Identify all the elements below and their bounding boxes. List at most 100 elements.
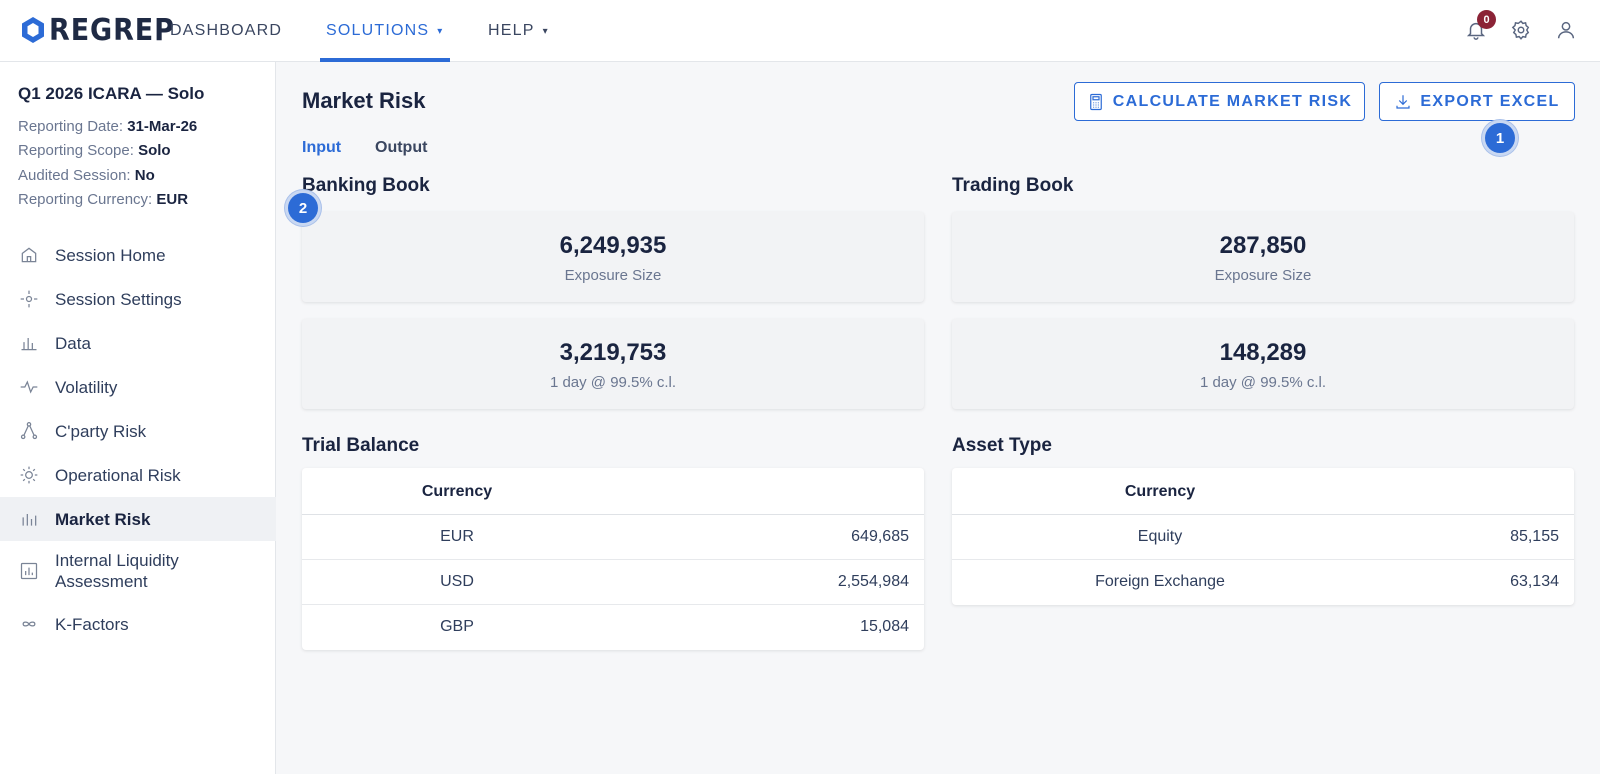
table-row: GBP 15,084 xyxy=(302,605,924,650)
report-icon xyxy=(18,560,40,582)
banking-book-exposure-label: Exposure Size xyxy=(564,267,662,284)
row-asset-type: Equity xyxy=(1137,528,1183,545)
notifications-button[interactable]: 0 xyxy=(1461,10,1496,45)
reporting-scope-value: Solo xyxy=(138,142,171,159)
trading-book-exposure-card: 287,850 Exposure Size xyxy=(952,212,1574,302)
sidebar-item-label: Internal Liquidity Assessment xyxy=(55,551,179,591)
banking-book-var-card: 3,219,753 1 day @ 99.5% c.l. xyxy=(302,319,924,409)
session-title: Q1 2026 ICARA — Solo xyxy=(18,84,205,103)
nav-dashboard[interactable]: DASHBOARD xyxy=(170,0,282,62)
tab-input[interactable]: Input xyxy=(302,139,342,156)
nav-help[interactable]: HELP ▾ xyxy=(488,0,549,62)
export-excel-label: EXPORT EXCEL xyxy=(1420,92,1560,110)
sidebar-item-session-settings[interactable]: Session Settings xyxy=(0,278,276,320)
sidebar-item-label: Market Risk xyxy=(55,509,151,529)
sidebar: Q1 2026 ICARA — Solo Reporting Date: 31-… xyxy=(0,62,276,774)
annotation-marker-1: 1 xyxy=(1485,123,1515,153)
pulse-icon xyxy=(18,376,40,398)
nav-help-label: HELP xyxy=(488,22,535,39)
sidebar-item-label: K-Factors xyxy=(55,614,129,634)
banking-book-var-value: 3,219,753 xyxy=(559,339,667,366)
hexagon-logo-icon xyxy=(22,17,44,43)
sidebar-item-label: Operational Risk xyxy=(55,465,181,485)
sidebar-item-label: Session Home xyxy=(55,245,166,265)
chevron-down-icon: ▾ xyxy=(542,25,549,37)
sidebar-item-label: Volatility xyxy=(55,377,118,397)
row-value: 63,134 xyxy=(1510,573,1559,590)
trial-balance-title: Trial Balance xyxy=(302,435,420,456)
currency-column-header: Currency xyxy=(1124,483,1196,500)
row-value: 2,554,984 xyxy=(837,573,909,590)
banking-book-exposure-value: 6,249,935 xyxy=(559,232,667,259)
banking-book-var-label: 1 day @ 99.5% c.l. xyxy=(549,374,677,391)
currency-column-header: Currency xyxy=(421,483,493,500)
nav-solutions[interactable]: SOLUTIONS ▾ xyxy=(320,0,449,62)
reporting-currency: Reporting Currency: EUR xyxy=(18,191,188,208)
sidebar-item-label: Session Settings xyxy=(55,289,182,309)
asset-type-table: Currency Equity 85,155 Foreign Exchange … xyxy=(952,468,1574,605)
nav-dashboard-label: DASHBOARD xyxy=(170,22,283,39)
reporting-currency-value: EUR xyxy=(156,191,189,208)
sidebar-item-k-factors[interactable]: K-Factors xyxy=(0,603,276,645)
banking-book-exposure-card: 6,249,935 Exposure Size xyxy=(302,212,924,302)
bars-icon xyxy=(18,508,40,530)
table-row: USD 2,554,984 xyxy=(302,560,924,605)
sun-icon xyxy=(18,464,40,486)
trading-book-var-value: 148,289 xyxy=(1219,339,1307,366)
calculator-icon xyxy=(1089,93,1102,110)
table-row: EUR 649,685 xyxy=(302,515,924,560)
infinity-icon xyxy=(18,613,40,635)
table-row: Equity 85,155 xyxy=(952,515,1574,560)
home-icon xyxy=(18,244,40,266)
reporting-date-label: Reporting Date: xyxy=(18,118,124,135)
reporting-scope: Reporting Scope: Solo xyxy=(18,142,171,159)
chevron-down-icon: ▾ xyxy=(437,25,444,37)
trading-book-title: Trading Book xyxy=(952,175,1074,196)
calculate-market-risk-button[interactable]: CALCULATE MARKET RISK xyxy=(1074,82,1365,121)
sidebar-item-session-home[interactable]: Session Home xyxy=(0,234,276,276)
user-profile-button[interactable] xyxy=(1551,15,1581,45)
reporting-currency-label: Reporting Currency: xyxy=(18,191,153,208)
trading-book-exposure-value: 287,850 xyxy=(1219,232,1307,259)
trial-balance-table: Currency EUR 649,685 USD 2,554,984 GBP 1… xyxy=(302,468,924,650)
table-row: Foreign Exchange 63,134 xyxy=(952,560,1574,605)
reporting-date-value: 31-Mar-26 xyxy=(127,118,198,135)
top-navigation-bar: REGREP DASHBOARD SOLUTIONS ▾ HELP ▾ 0 xyxy=(0,0,1600,62)
export-excel-button[interactable]: EXPORT EXCEL xyxy=(1379,82,1575,121)
trading-book-var-card: 148,289 1 day @ 99.5% c.l. xyxy=(952,319,1574,409)
sidebar-item-market-risk[interactable]: Market Risk xyxy=(0,497,276,541)
reporting-date: Reporting Date: 31-Mar-26 xyxy=(18,118,197,135)
user-icon xyxy=(1557,21,1575,39)
bar-chart-icon xyxy=(18,332,40,354)
brand-logo[interactable]: REGREP xyxy=(20,12,189,48)
brand-name: REGREP xyxy=(49,12,175,48)
row-value: 85,155 xyxy=(1510,528,1559,545)
row-asset-type: Foreign Exchange xyxy=(1095,573,1225,590)
download-icon xyxy=(1396,94,1411,109)
sidebar-item-label: C'party Risk xyxy=(55,421,147,441)
sidebar-item-cparty-risk[interactable]: C'party Risk xyxy=(0,410,276,452)
banking-book-title: Banking Book xyxy=(302,175,430,196)
row-value: 649,685 xyxy=(851,528,909,545)
reporting-scope-label: Reporting Scope: xyxy=(18,142,134,159)
audited-session-value: No xyxy=(134,167,155,184)
notification-count-badge: 0 xyxy=(1477,10,1496,29)
row-currency: EUR xyxy=(440,528,474,545)
table-header: Currency xyxy=(302,468,924,515)
nav-solutions-label: SOLUTIONS xyxy=(326,22,430,39)
sidebar-item-operational-risk[interactable]: Operational Risk xyxy=(0,454,276,496)
sidebar-item-label: Data xyxy=(55,333,91,353)
sidebar-item-internal-liquidity-assessment[interactable]: Internal Liquidity Assessment xyxy=(0,543,276,599)
network-icon xyxy=(18,420,40,442)
settings-icon xyxy=(18,288,40,310)
sidebar-item-volatility[interactable]: Volatility xyxy=(0,366,276,408)
annotation-marker-2: 2 xyxy=(288,193,318,223)
trading-book-exposure-label: Exposure Size xyxy=(1214,267,1312,284)
trading-book-var-label: 1 day @ 99.5% c.l. xyxy=(1199,374,1327,391)
tab-output[interactable]: Output xyxy=(375,139,428,156)
settings-button[interactable] xyxy=(1506,15,1536,45)
audited-session-label: Audited Session: xyxy=(18,167,131,184)
audited-session: Audited Session: No xyxy=(18,167,155,184)
table-header: Currency xyxy=(952,468,1574,515)
sidebar-item-data[interactable]: Data xyxy=(0,322,276,364)
